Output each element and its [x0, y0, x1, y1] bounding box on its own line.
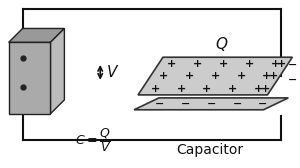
- Text: −: −: [288, 75, 297, 85]
- Text: Capacitor: Capacitor: [176, 143, 243, 157]
- Text: +: +: [211, 71, 220, 81]
- Text: +: +: [219, 58, 228, 69]
- Text: −: −: [232, 99, 242, 109]
- Text: +: +: [151, 84, 160, 94]
- Polygon shape: [9, 28, 64, 42]
- Text: +: +: [277, 58, 286, 69]
- Polygon shape: [9, 42, 50, 114]
- Text: −: −: [155, 99, 164, 109]
- Text: +: +: [202, 84, 212, 94]
- Polygon shape: [134, 98, 288, 110]
- Text: +: +: [159, 71, 168, 81]
- Text: −: −: [181, 99, 190, 109]
- Text: +: +: [193, 58, 202, 69]
- Text: +: +: [262, 71, 272, 81]
- Text: $C = \dfrac{Q}{V}$: $C = \dfrac{Q}{V}$: [75, 127, 112, 154]
- Text: Q: Q: [215, 37, 227, 52]
- Text: +: +: [167, 58, 176, 69]
- Text: −: −: [258, 99, 268, 109]
- Text: +: +: [245, 58, 254, 69]
- Text: −: −: [288, 60, 297, 70]
- Text: +: +: [260, 84, 270, 94]
- Text: +: +: [176, 84, 186, 94]
- Text: V: V: [107, 65, 118, 80]
- Text: −: −: [206, 99, 216, 109]
- Text: +: +: [254, 84, 263, 94]
- Text: +: +: [269, 71, 278, 81]
- Polygon shape: [138, 57, 292, 95]
- Text: +: +: [185, 71, 194, 81]
- Text: +: +: [228, 84, 237, 94]
- Text: +: +: [271, 58, 280, 69]
- Text: +: +: [236, 71, 246, 81]
- Polygon shape: [50, 28, 64, 114]
